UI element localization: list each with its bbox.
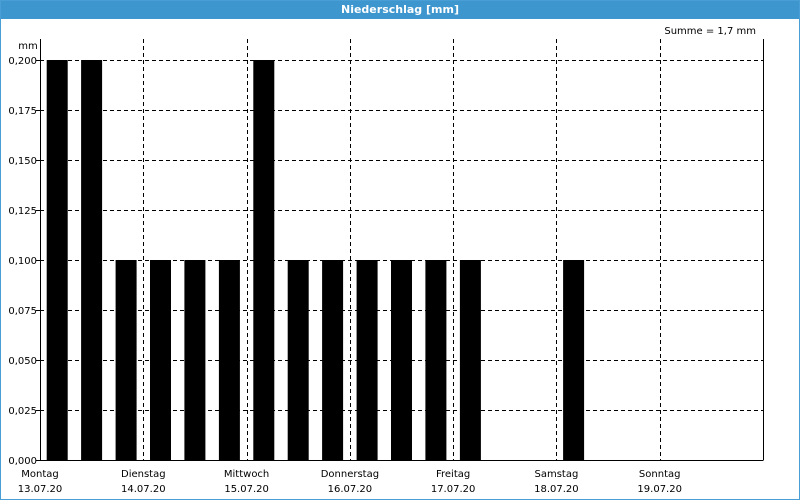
bars [46, 60, 585, 460]
x-date-label: 13.07.20 [18, 484, 63, 495]
x-date-label: 17.07.20 [431, 484, 476, 495]
precipitation-bar [81, 60, 103, 460]
y-axis-unit-label: mm [18, 41, 37, 52]
precipitation-bar [356, 260, 378, 460]
precipitation-bar [425, 260, 447, 460]
precipitation-bar [391, 260, 412, 460]
y-tick-label: 0,025 [8, 406, 37, 417]
axes [36, 39, 764, 461]
sum-label: Summe = 1,7 mm [664, 26, 756, 37]
x-date-label: 18.07.20 [534, 484, 579, 495]
x-date-label: 15.07.20 [224, 484, 269, 495]
x-day-label: Montag [21, 469, 58, 480]
y-tick-label: 0,200 [8, 56, 37, 67]
precipitation-bar [459, 260, 481, 460]
x-date-label: 16.07.20 [328, 484, 373, 495]
x-date-label: 14.07.20 [121, 484, 166, 495]
x-day-label: Mittwoch [224, 469, 269, 480]
y-tick-label: 0,150 [8, 156, 37, 167]
precipitation-bar [218, 260, 240, 460]
x-day-label: Sonntag [639, 469, 681, 480]
precipitation-bar [115, 260, 137, 460]
x-day-label: Samstag [534, 469, 578, 480]
y-tick-label: 0,050 [8, 356, 37, 367]
x-day-label: Dienstag [121, 469, 166, 480]
precipitation-bar [322, 260, 344, 460]
y-tick-label: 0,125 [8, 206, 37, 217]
x-day-label: Freitag [436, 469, 470, 480]
labels: mm Summe = 1,7 mm 0,000 0,025 0,050 0,075 0,… [8, 26, 756, 495]
precipitation-bar [184, 260, 206, 460]
y-tick-label: 0,075 [8, 306, 37, 317]
y-tick-label: 0,100 [8, 256, 37, 267]
precipitation-bar [150, 260, 171, 460]
x-date-label: 19.07.20 [637, 484, 682, 495]
precipitation-bar [287, 260, 309, 460]
x-day-label: Donnerstag [321, 469, 379, 480]
precipitation-bar [46, 60, 68, 460]
precipitation-bar [253, 60, 275, 460]
window-title: Niederschlag [mm] [1, 1, 799, 19]
y-tick-label: 0,175 [8, 106, 37, 117]
y-tick-label: 0,000 [8, 456, 37, 467]
precipitation-bar [563, 260, 585, 460]
